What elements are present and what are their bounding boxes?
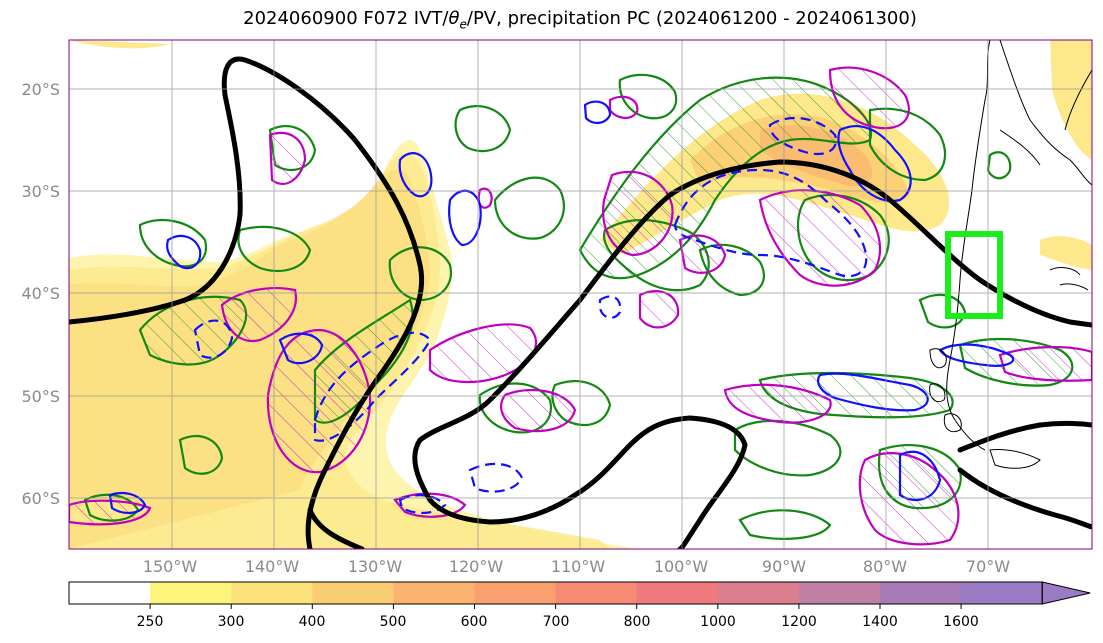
colorbar-segment [555, 582, 638, 604]
lon-tick-label: 80°W [863, 557, 907, 576]
colorbar [68, 581, 1091, 609]
lat-tick-label: 60°S [21, 489, 60, 508]
coastline [929, 40, 1092, 469]
colorbar-segment [150, 582, 232, 604]
lon-tick-label: 70°W [966, 557, 1010, 576]
gridlines [69, 40, 1092, 549]
colorbar-tick-label: 1200 [781, 614, 817, 630]
colorbar-segment [961, 582, 1043, 604]
lon-tick-label: 90°W [762, 557, 806, 576]
colorbar-segment [69, 582, 151, 604]
colorbar-tick-label: 700 [543, 614, 570, 630]
colorbar-segment [880, 582, 962, 604]
colorbar-segment [717, 582, 800, 604]
colorbar-segment [231, 582, 313, 604]
lon-tick-labels: 150°W 140°W 130°W 120°W 110°W 100°W 90°W… [143, 557, 1010, 576]
colorbar-segment [636, 582, 719, 604]
lon-tick-label: 110°W [551, 557, 606, 576]
lon-tick-label: 120°W [449, 557, 504, 576]
pv-contours [69, 56, 1092, 549]
lat-tick-label: 30°S [21, 182, 60, 201]
lat-tick-label: 40°S [21, 284, 60, 303]
lon-tick-label: 130°W [348, 557, 403, 576]
colorbar-tick-labels: 250 300 400 500 600 700 800 1000 1200 14… [137, 614, 979, 630]
colorbar-segment [312, 582, 394, 604]
colorbar-segment [798, 582, 881, 604]
colorbar-tick-label: 300 [218, 614, 245, 630]
theta-cold-dashed-contours [193, 116, 868, 514]
colorbar-tick-label: 400 [299, 614, 326, 630]
colorbar-tick-label: 1600 [943, 614, 979, 630]
colorbar-tick-label: 250 [137, 614, 164, 630]
map-frame [68, 39, 1093, 550]
map-panel [69, 40, 1092, 549]
colorbar-tick-label: 600 [461, 614, 488, 630]
colorbar-segment [393, 582, 475, 604]
colorbar-tick-label: 1400 [862, 614, 898, 630]
map-title: 2024060900 F072 IVT/θe/PV, precipitation… [243, 8, 917, 32]
lon-tick-label: 150°W [143, 557, 198, 576]
lon-tick-label: 100°W [654, 557, 709, 576]
colorbar-tick-label: 800 [624, 614, 651, 630]
lon-tick-label: 140°W [245, 557, 300, 576]
target-region-box [945, 231, 1003, 319]
colorbar-tick-label: 1000 [700, 614, 736, 630]
lat-tick-labels: 20°S 30°S 40°S 50°S 60°S [21, 80, 60, 508]
lat-tick-label: 50°S [21, 387, 60, 406]
colorbar-segment [474, 582, 557, 604]
colorbar-tick-label: 500 [380, 614, 407, 630]
lat-tick-label: 20°S [21, 80, 60, 99]
colorbar-extend-arrow [1041, 581, 1091, 605]
